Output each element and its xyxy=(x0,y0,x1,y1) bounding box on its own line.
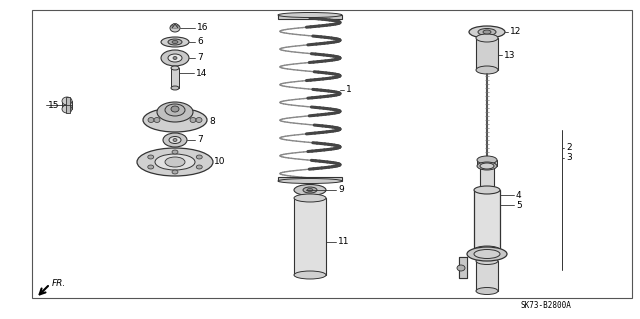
Ellipse shape xyxy=(62,97,72,105)
Polygon shape xyxy=(172,24,178,28)
Ellipse shape xyxy=(477,156,497,164)
Text: 7: 7 xyxy=(197,54,203,63)
Ellipse shape xyxy=(478,28,496,35)
Ellipse shape xyxy=(307,189,313,191)
Text: 2: 2 xyxy=(566,144,572,152)
Ellipse shape xyxy=(169,137,181,144)
Ellipse shape xyxy=(457,265,465,271)
Ellipse shape xyxy=(148,165,154,169)
Ellipse shape xyxy=(155,154,195,170)
Polygon shape xyxy=(459,257,467,278)
Text: 14: 14 xyxy=(196,69,207,78)
Ellipse shape xyxy=(278,12,342,18)
Ellipse shape xyxy=(154,117,160,122)
Ellipse shape xyxy=(172,150,178,154)
Ellipse shape xyxy=(157,102,193,122)
Text: 11: 11 xyxy=(338,238,349,247)
Ellipse shape xyxy=(172,24,178,28)
Text: 3: 3 xyxy=(566,153,572,162)
Text: 5: 5 xyxy=(516,201,522,210)
Bar xyxy=(171,68,179,88)
Text: 13: 13 xyxy=(504,50,515,60)
Bar xyxy=(62,101,72,109)
Text: 8: 8 xyxy=(209,117,215,127)
Ellipse shape xyxy=(483,30,491,34)
Ellipse shape xyxy=(477,162,497,170)
Ellipse shape xyxy=(171,106,179,112)
Ellipse shape xyxy=(476,257,498,264)
Text: 6: 6 xyxy=(197,38,203,47)
Ellipse shape xyxy=(294,184,326,196)
Ellipse shape xyxy=(165,104,185,116)
Bar xyxy=(477,160,497,166)
Ellipse shape xyxy=(171,66,179,70)
Ellipse shape xyxy=(171,86,179,90)
Text: 9: 9 xyxy=(338,186,344,195)
Ellipse shape xyxy=(469,26,505,38)
Ellipse shape xyxy=(476,287,498,294)
Text: 10: 10 xyxy=(214,158,225,167)
Ellipse shape xyxy=(62,105,72,113)
Bar xyxy=(476,38,498,70)
Ellipse shape xyxy=(476,66,498,74)
Bar xyxy=(476,261,498,291)
Text: 15: 15 xyxy=(48,100,60,109)
Ellipse shape xyxy=(476,34,498,42)
Ellipse shape xyxy=(148,155,154,159)
Bar xyxy=(66,97,70,113)
Ellipse shape xyxy=(165,157,185,167)
Ellipse shape xyxy=(143,108,207,132)
Ellipse shape xyxy=(474,249,500,258)
Bar xyxy=(480,166,494,196)
Ellipse shape xyxy=(294,194,326,202)
Ellipse shape xyxy=(148,117,154,122)
Ellipse shape xyxy=(278,179,342,183)
Ellipse shape xyxy=(190,117,196,122)
Ellipse shape xyxy=(168,39,182,45)
Ellipse shape xyxy=(480,163,494,169)
Ellipse shape xyxy=(303,187,317,193)
Ellipse shape xyxy=(474,186,500,194)
Ellipse shape xyxy=(196,117,202,122)
Bar xyxy=(294,198,326,275)
Text: FR.: FR. xyxy=(52,278,67,287)
Ellipse shape xyxy=(161,50,189,66)
Text: 16: 16 xyxy=(197,24,209,33)
Ellipse shape xyxy=(163,133,187,147)
Ellipse shape xyxy=(294,271,326,279)
Ellipse shape xyxy=(137,148,213,176)
Ellipse shape xyxy=(196,155,202,159)
Ellipse shape xyxy=(161,37,189,47)
Ellipse shape xyxy=(172,41,178,43)
Ellipse shape xyxy=(172,170,178,174)
Bar xyxy=(474,190,500,250)
Ellipse shape xyxy=(173,56,177,60)
Ellipse shape xyxy=(170,24,180,32)
Ellipse shape xyxy=(173,138,177,142)
Text: SK73-B2800A: SK73-B2800A xyxy=(520,301,572,310)
Ellipse shape xyxy=(168,54,182,62)
Text: 4: 4 xyxy=(516,190,522,199)
Text: 12: 12 xyxy=(510,27,522,36)
Bar xyxy=(278,15,342,19)
Text: 7: 7 xyxy=(197,136,203,145)
Ellipse shape xyxy=(467,247,507,261)
Text: 1: 1 xyxy=(346,85,352,94)
Bar xyxy=(278,177,342,181)
Ellipse shape xyxy=(196,165,202,169)
Ellipse shape xyxy=(474,246,500,254)
